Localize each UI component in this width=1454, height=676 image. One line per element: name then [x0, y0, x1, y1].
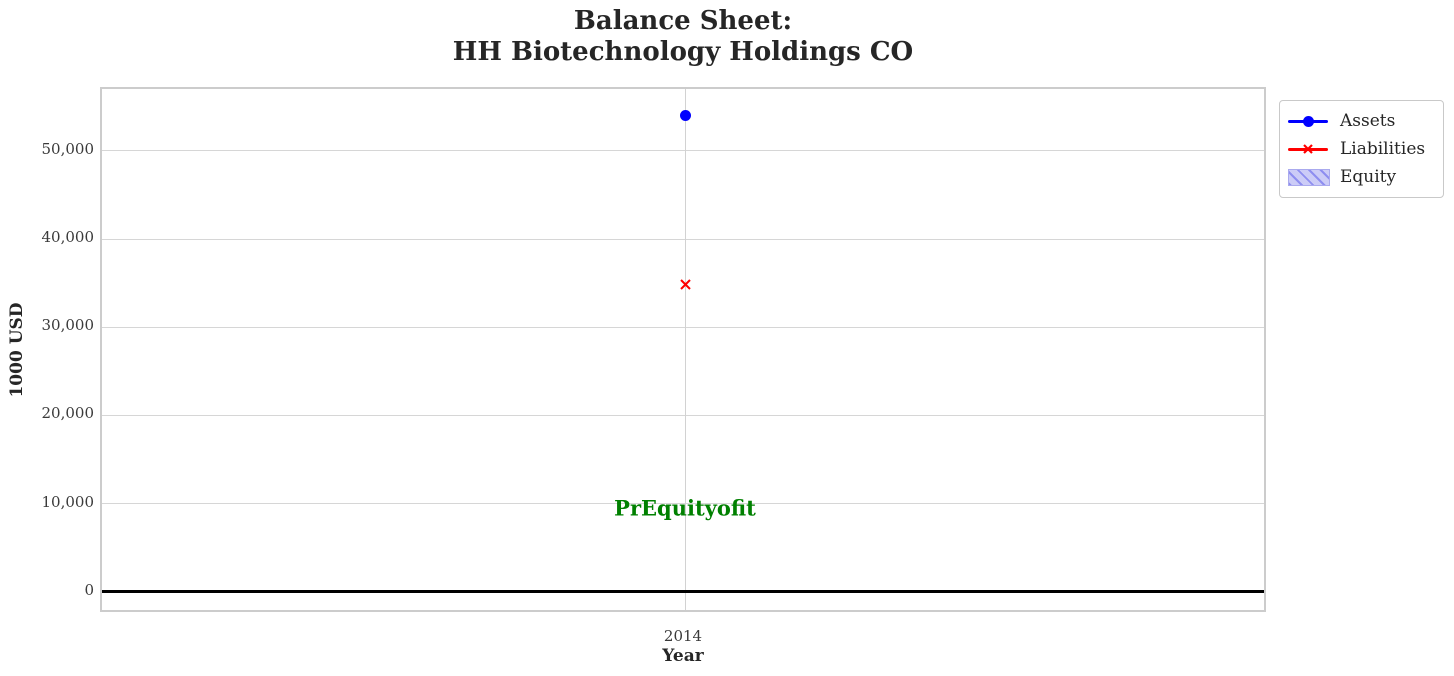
chart-title-line2: HH Biotechnology Holdings CO	[452, 37, 914, 67]
legend-row-liabilities: Liabilities	[1288, 135, 1435, 163]
y-gridline	[102, 150, 1264, 152]
legend-row-equity: Equity	[1288, 163, 1435, 191]
liabilities-line-x-icon	[1288, 140, 1328, 158]
y-tick-label: 20,000	[41, 404, 95, 423]
assets-data-point	[679, 109, 691, 121]
assets-line-circle-icon	[1288, 112, 1328, 130]
y-gridline	[102, 503, 1264, 505]
x-axis-label: Year	[662, 646, 704, 666]
equity-hatched-patch-icon	[1288, 168, 1330, 186]
zero-baseline	[102, 590, 1264, 594]
y-tick-label: 40,000	[41, 228, 95, 246]
chart-title-line1: Balance Sheet:	[573, 6, 793, 36]
equity-annotation: PrEquityofit	[614, 495, 756, 521]
y-tick-label: 10,000	[41, 492, 95, 511]
liabilities-data-point	[679, 279, 691, 291]
y-tick-label: 50,000	[41, 139, 95, 158]
y-tick-labels: 0 10,000 20,000 30,000 40,000 50,000	[0, 0, 95, 676]
legend-label-liabilities: Liabilities	[1340, 139, 1426, 159]
legend: Assets Liabilities Equity	[1279, 100, 1444, 198]
y-tick-label: 0	[84, 580, 94, 599]
legend-label-assets: Assets	[1340, 111, 1396, 131]
y-gridline	[102, 326, 1264, 328]
x-gridline	[684, 89, 686, 610]
legend-row-assets: Assets	[1288, 107, 1435, 135]
x-tick-label: 2014	[663, 627, 703, 645]
y-gridline	[102, 238, 1264, 240]
chart-title: Balance Sheet: HH Biotechnology Holdings…	[100, 6, 1266, 68]
y-gridline	[102, 414, 1264, 416]
plot-area: PrEquityofit	[100, 87, 1266, 612]
y-tick-label: 30,000	[41, 316, 95, 335]
legend-label-equity: Equity	[1340, 167, 1397, 187]
